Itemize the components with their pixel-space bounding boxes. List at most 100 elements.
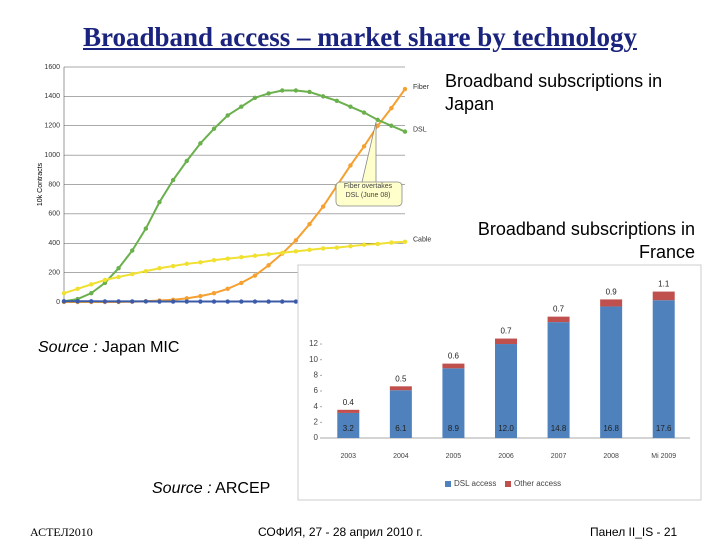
source-france: Source : ARCEP — [152, 480, 270, 498]
y-axis-label: 10k Contracts — [37, 162, 44, 206]
point — [348, 243, 353, 249]
y-tick-label: 4 — [314, 402, 319, 411]
point — [239, 280, 244, 286]
point — [293, 299, 299, 304]
bar-segment — [652, 291, 675, 301]
point — [307, 221, 312, 227]
point — [61, 290, 67, 296]
y-tick-label: 400 — [48, 240, 60, 247]
legend-swatch — [445, 481, 451, 487]
point — [157, 299, 162, 304]
point — [102, 299, 108, 304]
series-line — [63, 89, 406, 303]
y-tick-label: 600 — [48, 211, 60, 218]
y-tick-label: 800 — [48, 181, 60, 188]
x-tick-label: 2006 — [498, 453, 514, 460]
point — [239, 104, 244, 109]
bar-segment — [495, 338, 517, 345]
point — [266, 263, 271, 268]
legend-swatch — [505, 481, 511, 487]
point — [348, 163, 353, 168]
value-label: 3.2 — [343, 424, 355, 433]
point — [225, 286, 230, 291]
point — [266, 252, 271, 257]
x-tick-label: 2007 — [551, 453, 567, 460]
value-label: 0.9 — [606, 288, 618, 297]
legend-label: DSL access — [454, 479, 496, 488]
point — [157, 266, 162, 271]
point — [280, 88, 285, 93]
source-name: ARCEP — [215, 480, 271, 497]
point — [184, 296, 189, 301]
point — [116, 266, 121, 271]
bar-segment — [652, 300, 675, 438]
point — [307, 247, 312, 253]
x-tick-label: 2008 — [603, 453, 619, 460]
point — [375, 117, 380, 123]
point — [198, 299, 203, 304]
point — [143, 268, 149, 274]
value-label: 0.5 — [395, 374, 407, 383]
point — [280, 299, 285, 304]
value-label: 17.6 — [656, 424, 672, 433]
value-label: 12.0 — [498, 424, 514, 433]
france-caption: Broadband subscriptions in France — [440, 218, 695, 264]
point — [61, 299, 67, 304]
point — [293, 88, 299, 93]
source-label: Source : — [152, 480, 212, 497]
point — [75, 299, 80, 304]
source-label: Source : — [38, 339, 98, 356]
point — [389, 123, 394, 128]
bar-segment — [337, 409, 360, 413]
y-tick-label: 0 — [56, 299, 60, 306]
y-tick-label: 6 — [314, 386, 319, 395]
series-line — [63, 240, 406, 295]
point — [320, 94, 326, 99]
point — [116, 274, 121, 280]
point — [170, 299, 176, 304]
source-japan: Source : Japan MIC — [38, 339, 179, 357]
point — [116, 299, 121, 304]
point — [157, 199, 162, 205]
y-tick-label: 8 — [314, 370, 319, 379]
x-tick-label: 2005 — [446, 453, 462, 460]
value-label: 0.7 — [553, 305, 565, 314]
y-tick-label: 1200 — [44, 123, 60, 130]
point — [225, 299, 230, 304]
x-tick-label: 2004 — [393, 453, 409, 460]
y-tick-label: 10 — [309, 355, 318, 364]
value-label: 0.7 — [500, 327, 512, 336]
series-label: Cable — [413, 237, 431, 244]
point — [402, 239, 408, 244]
y-tick-label: 1600 — [44, 64, 60, 71]
point — [252, 273, 258, 278]
bar-segment — [389, 390, 412, 438]
point — [361, 144, 367, 149]
point — [252, 95, 258, 101]
japan-caption: Broadband subscriptions in Japan — [445, 70, 695, 116]
footer-left: АСТЕЛ2010 — [30, 525, 93, 539]
point — [198, 260, 203, 265]
point — [389, 105, 394, 111]
point — [252, 299, 258, 304]
point — [184, 158, 189, 164]
point — [225, 113, 230, 118]
point — [293, 249, 299, 254]
point — [102, 277, 108, 283]
y-tick-label: 12 — [309, 339, 318, 348]
point — [389, 240, 394, 245]
y-tick-label: 1400 — [44, 93, 60, 100]
point — [320, 204, 326, 209]
point — [170, 263, 176, 269]
point — [252, 253, 258, 258]
value-label: 0.6 — [448, 352, 460, 361]
footer-right: Панел II_IS - 21 — [590, 525, 678, 539]
point — [170, 177, 176, 183]
point — [89, 290, 94, 296]
bar-segment — [600, 306, 623, 438]
point — [307, 89, 312, 95]
x-tick-label: Mi 2009 — [651, 453, 676, 460]
value-label: 0.4 — [343, 398, 355, 407]
point — [143, 226, 149, 231]
